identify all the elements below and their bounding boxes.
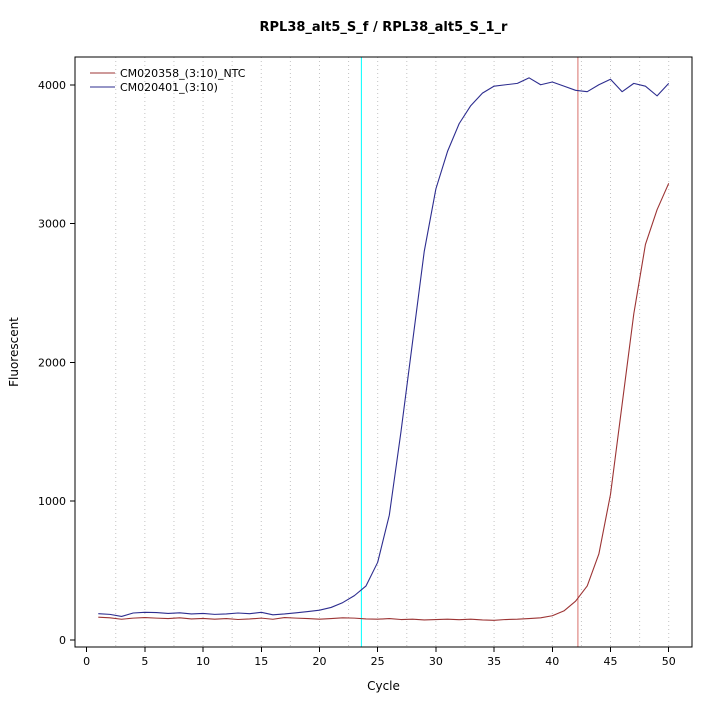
x-tick-label: 5	[141, 655, 148, 668]
x-tick-label: 40	[545, 655, 559, 668]
x-tick-label: 20	[312, 655, 326, 668]
y-tick-label: 2000	[38, 356, 66, 369]
series-line-1	[98, 77, 670, 618]
y-tick-label: 3000	[38, 218, 66, 231]
x-tick-label: 30	[429, 655, 443, 668]
legend-label-1: CM020401_(3:10)	[120, 81, 218, 94]
x-tick-label: 15	[254, 655, 268, 668]
y-tick-label: 1000	[38, 495, 66, 508]
x-tick-label: 35	[487, 655, 501, 668]
x-tick-label: 50	[662, 655, 676, 668]
chart-title: RPL38_alt5_S_f / RPL38_alt5_S_1_r	[259, 20, 508, 35]
x-axis-label: Cycle	[367, 679, 400, 693]
plot-box	[74, 56, 693, 648]
x-tick-label: 0	[83, 655, 90, 668]
x-tick-label: 45	[604, 655, 618, 668]
series-line-0	[98, 183, 670, 621]
y-tick-label: 0	[59, 634, 66, 647]
y-tick-label: 4000	[38, 79, 66, 92]
x-tick-label: 25	[371, 655, 385, 668]
legend-label-0: CM020358_(3:10)_NTC	[120, 67, 246, 80]
x-tick-label: 10	[196, 655, 210, 668]
